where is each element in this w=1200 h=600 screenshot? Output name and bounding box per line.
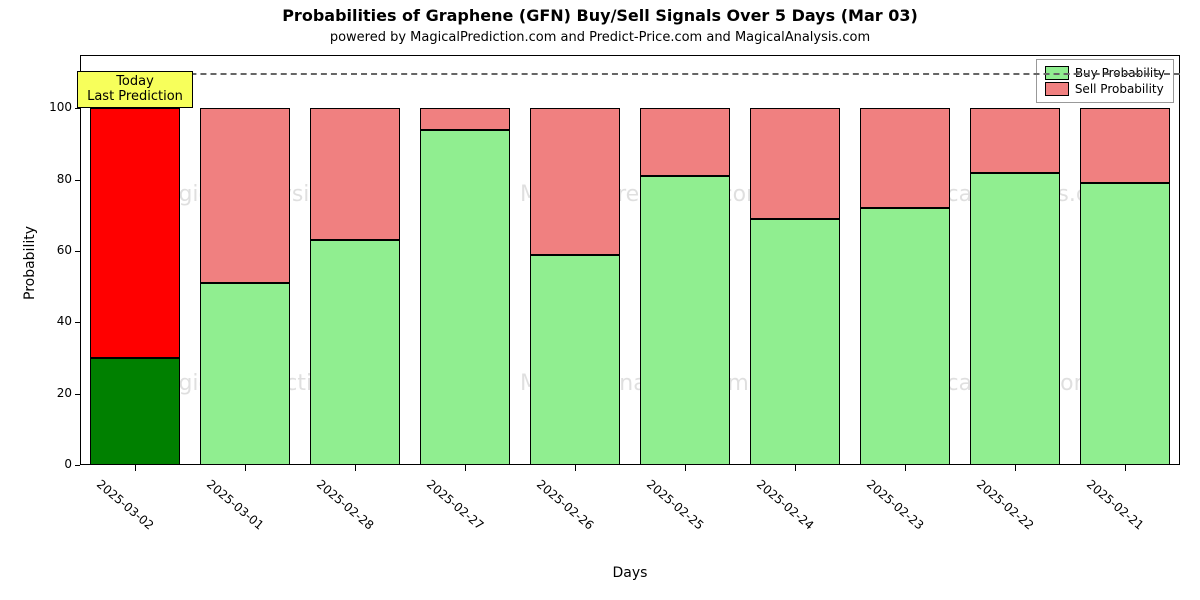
bar-sell	[90, 108, 180, 358]
x-tick-label: 2025-03-01	[204, 477, 266, 533]
x-tick-mark	[465, 465, 466, 471]
x-tick-mark	[685, 465, 686, 471]
x-tick-mark	[575, 465, 576, 471]
bar-sell	[420, 108, 510, 129]
legend-label-sell: Sell Probability	[1075, 82, 1164, 96]
y-tick-label: 20	[32, 386, 72, 400]
callout-line: Last Prediction	[87, 89, 183, 105]
x-tick-label: 2025-02-27	[424, 477, 486, 533]
bar-sell	[640, 108, 730, 176]
bar-sell	[1080, 108, 1170, 183]
chart-subtitle: powered by MagicalPrediction.com and Pre…	[0, 30, 1200, 45]
bar-sell	[310, 108, 400, 240]
x-tick-label: 2025-02-25	[644, 477, 706, 533]
bar-sell	[530, 108, 620, 254]
x-tick-mark	[795, 465, 796, 471]
x-tick-mark	[1015, 465, 1016, 471]
today-callout: TodayLast Prediction	[77, 71, 193, 108]
legend: Buy Probability Sell Probability	[1036, 59, 1174, 103]
bar-buy	[420, 130, 510, 465]
x-tick-label: 2025-02-24	[754, 477, 816, 533]
x-tick-mark	[1125, 465, 1126, 471]
bar-buy	[860, 208, 950, 465]
x-tick-mark	[135, 465, 136, 471]
callout-line: Today	[116, 74, 154, 90]
guideline	[80, 73, 1180, 75]
bar-sell	[860, 108, 950, 208]
bar-sell	[200, 108, 290, 283]
y-tick-mark	[75, 251, 80, 252]
bar-buy	[310, 240, 400, 465]
x-tick-label: 2025-02-28	[314, 477, 376, 533]
x-tick-label: 2025-02-23	[864, 477, 926, 533]
bar-buy	[530, 255, 620, 465]
bar-buy	[90, 358, 180, 465]
x-tick-label: 2025-02-26	[534, 477, 596, 533]
stacked-bar-chart: Probabilities of Graphene (GFN) Buy/Sell…	[0, 0, 1200, 600]
bar-buy	[750, 219, 840, 465]
legend-item-sell: Sell Probability	[1045, 82, 1165, 96]
y-tick-label: 80	[32, 172, 72, 186]
bar-buy	[640, 176, 730, 465]
x-tick-label: 2025-03-02	[94, 477, 156, 533]
x-tick-mark	[245, 465, 246, 471]
bar-buy	[200, 283, 290, 465]
legend-swatch-sell	[1045, 82, 1069, 96]
y-tick-mark	[75, 394, 80, 395]
bar-buy	[1080, 183, 1170, 465]
y-tick-label: 100	[32, 100, 72, 114]
bar-buy	[970, 173, 1060, 465]
y-tick-mark	[75, 180, 80, 181]
x-tick-mark	[355, 465, 356, 471]
y-axis-label: Probability	[22, 226, 38, 300]
y-tick-label: 0	[32, 457, 72, 471]
x-tick-label: 2025-02-22	[974, 477, 1036, 533]
y-tick-label: 60	[32, 243, 72, 257]
x-tick-mark	[905, 465, 906, 471]
x-tick-label: 2025-02-21	[1084, 477, 1146, 533]
chart-title: Probabilities of Graphene (GFN) Buy/Sell…	[0, 6, 1200, 25]
y-tick-mark	[75, 465, 80, 466]
bar-sell	[750, 108, 840, 219]
y-tick-mark	[75, 108, 80, 109]
y-tick-mark	[75, 322, 80, 323]
x-axis-label: Days	[80, 565, 1180, 581]
bar-sell	[970, 108, 1060, 172]
y-tick-label: 40	[32, 314, 72, 328]
